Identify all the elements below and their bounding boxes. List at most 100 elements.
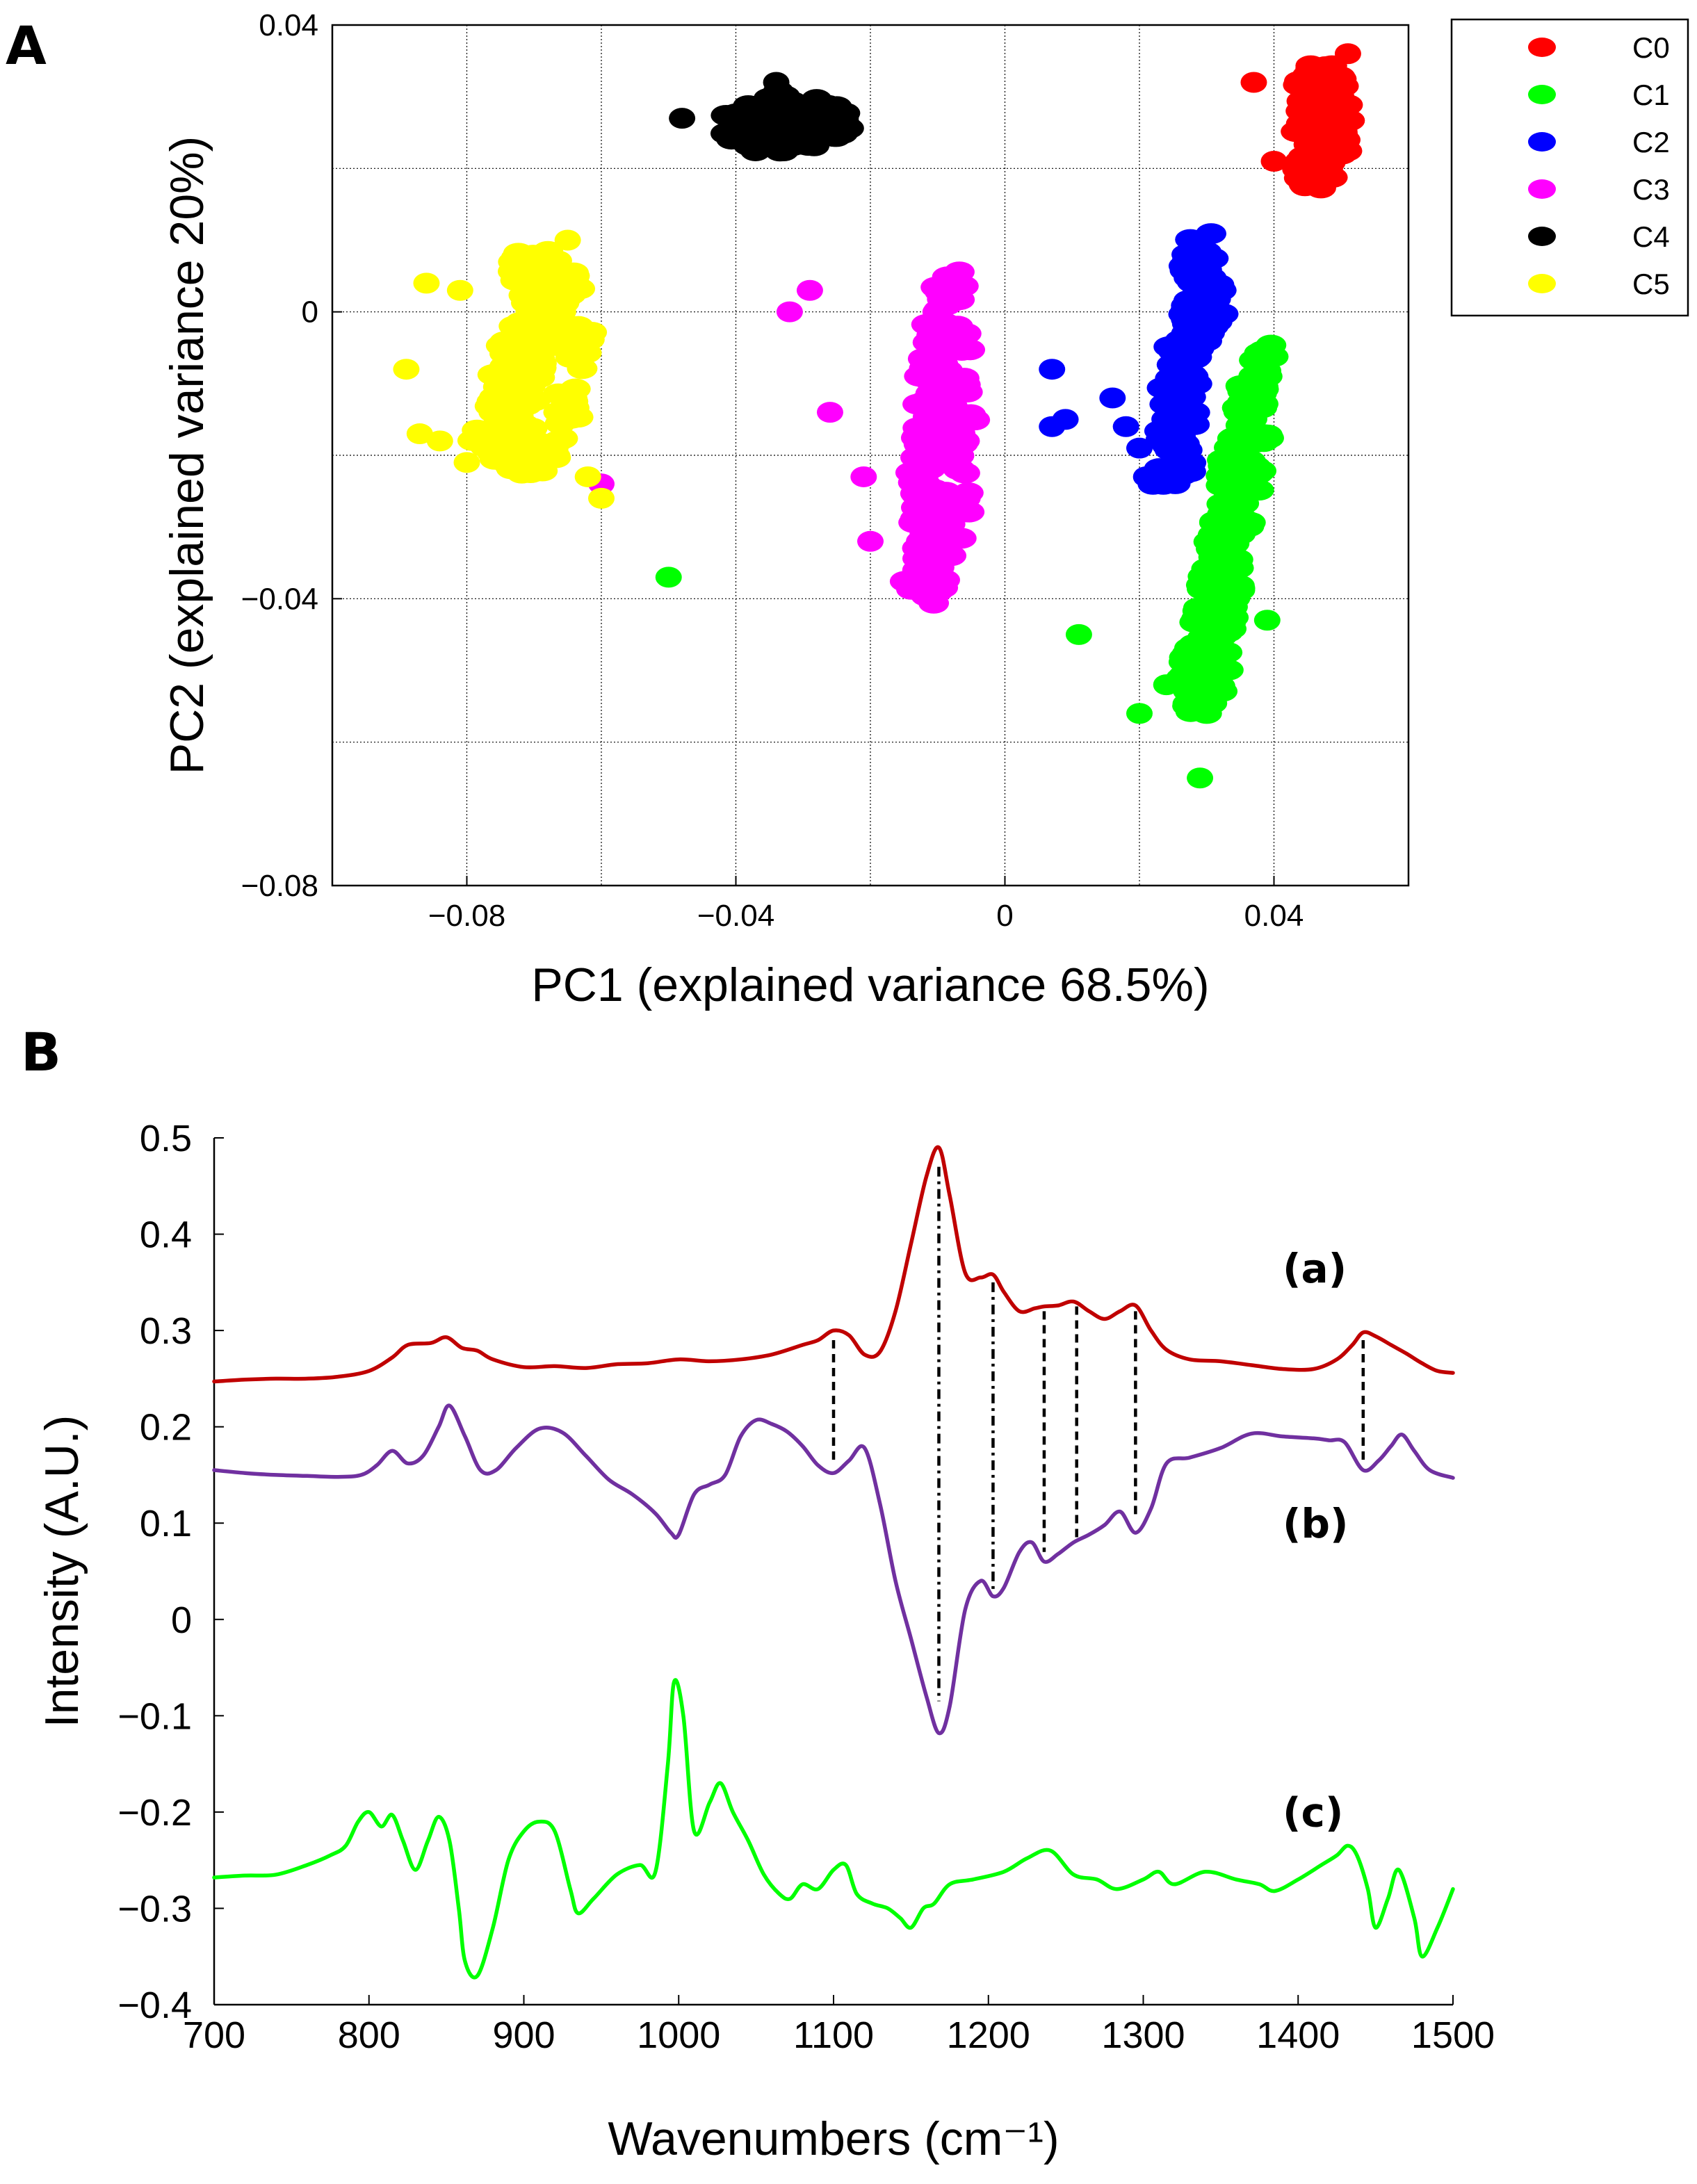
pca-point	[1225, 430, 1256, 452]
pca-point	[505, 416, 536, 437]
pca-point	[519, 287, 550, 309]
spectrum-line-c	[212, 1678, 1455, 1980]
pca-point	[916, 359, 947, 380]
pca-legend: C0 C1 C2 C3 C4 C5	[1450, 18, 1689, 317]
pca-outlier-point	[406, 423, 433, 445]
pca-point	[525, 359, 556, 380]
spectra-y-tick-label: 0.5	[140, 1118, 192, 1159]
pca-outlier-point	[1126, 437, 1153, 459]
spectra-x-tick-label: 1200	[947, 2014, 1030, 2056]
pca-legend-box	[1450, 18, 1689, 317]
pca-point	[952, 482, 984, 503]
spectra-x-tick-label: 1000	[637, 2014, 720, 2056]
pca-outlier-point	[393, 359, 420, 380]
pca-outlier-point	[1126, 703, 1153, 724]
pca-legend-label: C0	[1632, 31, 1670, 64]
pca-point	[922, 301, 953, 323]
pca-legend-label: C5	[1632, 268, 1670, 300]
pca-x-tick-label: −0.04	[697, 899, 774, 933]
pca-point	[1171, 409, 1202, 430]
pca-point	[922, 581, 953, 603]
pca-outlier-point	[1334, 43, 1361, 65]
pca-y-axis-label: PC2 (explained variance 20%)	[161, 136, 213, 775]
pca-outlier-point	[655, 567, 682, 588]
pca-outlier-point	[1187, 767, 1214, 789]
spectra-y-tick-label: 0.3	[140, 1310, 192, 1352]
spectrum-label-b: (b)	[1283, 1500, 1349, 1547]
spectra-x-tick-label: 800	[338, 2014, 400, 2056]
pca-legend-marker	[1528, 38, 1556, 57]
pca-point	[794, 122, 825, 143]
pca-point	[1205, 617, 1236, 638]
pca-point	[519, 452, 550, 473]
pca-outlier-point	[426, 430, 453, 452]
pca-outlier-point	[413, 272, 440, 294]
pca-point	[1306, 57, 1337, 79]
pca-outlier-point	[1065, 624, 1092, 645]
spectra-y-tick-label: −0.4	[117, 1985, 192, 2026]
pca-point	[1205, 545, 1236, 567]
pca-outlier-point	[554, 229, 581, 251]
pca-point	[1218, 487, 1249, 509]
pca-point	[902, 473, 933, 495]
pca-outlier-point	[669, 108, 696, 129]
spectra-x-tick-label: 1300	[1101, 2014, 1185, 2056]
pca-outlier-point	[446, 279, 473, 301]
pca-series-c2	[1039, 223, 1239, 495]
pca-point	[1299, 79, 1330, 100]
pca-outlier-point	[1260, 151, 1288, 172]
spectra-x-tick-label: 1500	[1411, 2014, 1495, 2056]
spectra-x-tick-label: 900	[492, 2014, 555, 2056]
pca-point	[916, 530, 947, 552]
pca-point	[828, 108, 859, 129]
pca-outlier-point	[1112, 416, 1139, 437]
pca-legend-marker	[1528, 227, 1556, 246]
pca-point	[532, 329, 563, 351]
pca-point	[922, 387, 953, 409]
pca-legend-label: C2	[1632, 126, 1670, 158]
pca-legend-label: C3	[1632, 173, 1670, 206]
pca-series-c3	[588, 261, 991, 614]
pca-point	[909, 416, 940, 437]
pca-point	[1185, 631, 1216, 653]
spectrum-label-a: (a)	[1283, 1245, 1347, 1292]
pca-outlier-point	[588, 487, 615, 509]
spectra-x-tick-label: 1400	[1256, 2014, 1340, 2056]
pca-point	[478, 402, 510, 423]
spectra-y-tick-label: 0.1	[140, 1503, 192, 1545]
pca-point	[1164, 452, 1196, 473]
pca-point	[1151, 430, 1182, 452]
pca-legend-marker	[1528, 132, 1556, 152]
pca-point	[1198, 674, 1229, 696]
pca-point	[545, 301, 576, 323]
pca-point	[1164, 344, 1196, 366]
pca-point	[916, 445, 947, 466]
spectra-y-axis-label: Intensity (A.U.)	[35, 1415, 88, 1728]
pca-point	[492, 445, 523, 466]
pca-series-c4	[669, 72, 864, 162]
spectra-x-axis-label: Wavenumbers (cm⁻¹)	[608, 2112, 1059, 2165]
pca-point	[1158, 387, 1189, 409]
pca-series-c1	[655, 334, 1289, 789]
spectra-y-tick-label: −0.1	[117, 1695, 192, 1737]
spectrum-line-a	[212, 1145, 1455, 1384]
spectrum-label-c: (c)	[1283, 1789, 1343, 1836]
pca-point	[1211, 588, 1242, 610]
pca-legend-marker	[1528, 274, 1556, 293]
pca-point	[1251, 366, 1283, 387]
pca-y-tick-label: −0.08	[241, 869, 318, 903]
pca-point	[498, 316, 530, 337]
pca-point	[733, 122, 765, 143]
pca-legend-marker	[1528, 85, 1556, 104]
pca-outlier-point	[1132, 466, 1160, 487]
pca-outlier-point	[1240, 72, 1267, 93]
panel-b-letter: B	[21, 1021, 61, 1083]
pca-outlier-point	[1099, 387, 1126, 409]
pca-axes-frame	[331, 24, 1410, 887]
pca-point	[505, 258, 536, 279]
pca-point	[1306, 129, 1337, 151]
spectra-y-tick-label: 0	[171, 1599, 192, 1641]
pca-point	[801, 89, 832, 111]
spectra-y-tick-label: 0.4	[140, 1214, 192, 1256]
